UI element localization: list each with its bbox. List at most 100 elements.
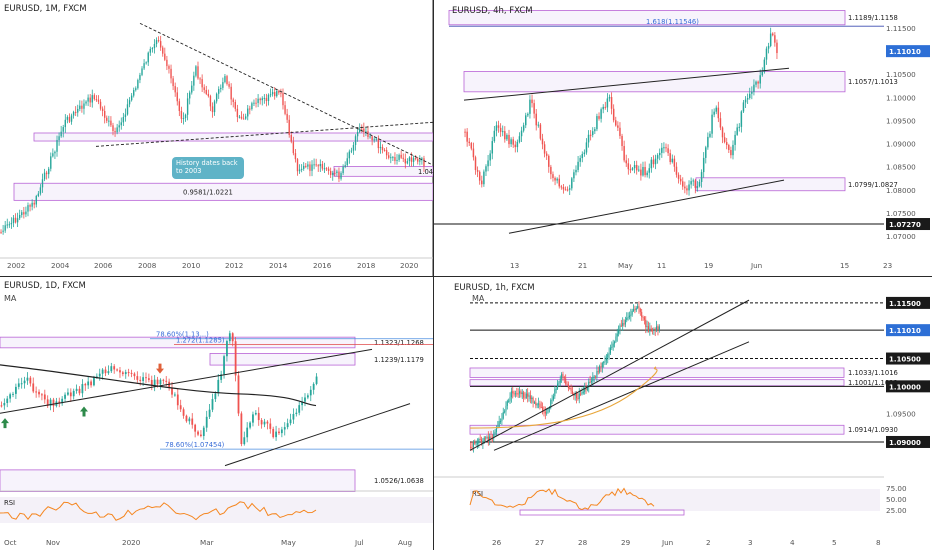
- candle: [504, 131, 506, 140]
- candle: [635, 308, 637, 311]
- candle: [545, 153, 548, 156]
- x-tick-label: May: [281, 538, 297, 547]
- candle: [171, 387, 173, 395]
- candle: [560, 186, 563, 188]
- chart-panel-1h[interactable]: 1.110001.105001.100001.095001.0900026272…: [434, 277, 932, 550]
- candle: [596, 371, 598, 378]
- candle: [260, 420, 263, 425]
- candle: [305, 165, 307, 167]
- candle: [723, 137, 726, 143]
- candle: [93, 95, 96, 100]
- candle: [556, 178, 558, 181]
- candle: [306, 395, 309, 398]
- candle: [581, 392, 583, 395]
- panel-title: EURUSD, 1h, FXCM: [454, 283, 535, 293]
- x-tick-label: Jul: [354, 538, 364, 547]
- candle: [776, 42, 778, 54]
- candle: [226, 76, 228, 85]
- candle: [509, 397, 511, 401]
- 4h-chart-svg[interactable]: 1321May1119Jun15231.115001.110001.105001…: [434, 0, 932, 276]
- candle: [510, 391, 512, 398]
- daily-chart-svg[interactable]: 1.150001.140001.130001.120001.110001.100…: [0, 277, 433, 550]
- candle: [554, 177, 556, 181]
- candle: [122, 117, 125, 123]
- candle: [508, 134, 510, 145]
- candle: [525, 393, 527, 398]
- candle: [627, 163, 630, 170]
- candle: [174, 86, 176, 93]
- candle: [49, 399, 52, 406]
- candle: [166, 59, 168, 67]
- candle: [242, 118, 245, 120]
- x-tick-label: 2012: [225, 261, 243, 270]
- candle: [334, 172, 336, 174]
- x-tick-label: 2016: [313, 261, 332, 270]
- candle: [688, 184, 690, 191]
- candle: [562, 187, 565, 190]
- candle: [713, 111, 715, 115]
- candle: [767, 45, 770, 49]
- candle: [35, 391, 38, 393]
- candle: [608, 353, 610, 355]
- candle: [513, 393, 515, 395]
- candle: [321, 164, 324, 169]
- monthly-chart-svg[interactable]: 1.600001.500001.400001.300001.200001.100…: [0, 0, 433, 276]
- price-tag-text: 1.10000: [889, 383, 921, 391]
- x-tick-label: 2014: [269, 261, 288, 270]
- candle: [195, 66, 197, 76]
- candle: [592, 376, 594, 382]
- trendline: [224, 403, 411, 467]
- candle: [157, 40, 160, 42]
- candle: [721, 127, 724, 138]
- candle: [43, 172, 46, 180]
- candle: [371, 136, 373, 141]
- x-tick-label: 5: [832, 538, 837, 547]
- candle: [300, 168, 303, 170]
- candle: [719, 118, 722, 128]
- candle: [340, 173, 342, 179]
- candle: [734, 134, 736, 145]
- candle: [128, 100, 131, 105]
- candle: [631, 168, 634, 170]
- candle: [358, 128, 361, 132]
- chart-panel-daily[interactable]: 1.150001.140001.130001.120001.110001.100…: [0, 277, 433, 550]
- candle: [472, 148, 475, 158]
- candle: [570, 388, 572, 392]
- x-tick-label: 2004: [51, 261, 70, 270]
- candle: [193, 75, 195, 86]
- candle: [141, 68, 143, 75]
- candle: [552, 396, 555, 400]
- candle: [564, 189, 567, 191]
- chart-panel-4h[interactable]: 1321May1119Jun15231.115001.110001.105001…: [434, 0, 932, 276]
- candle: [483, 437, 485, 443]
- candle: [504, 411, 506, 413]
- candle: [523, 392, 525, 398]
- trendline: [0, 348, 373, 414]
- candle: [240, 116, 243, 119]
- candle: [658, 152, 661, 156]
- x-tick-label: May: [618, 261, 634, 270]
- candle: [524, 397, 526, 399]
- panel-divider-vertical: [433, 0, 434, 550]
- candle: [569, 388, 571, 390]
- candle: [598, 116, 600, 119]
- candle: [738, 126, 741, 128]
- x-tick-label: 2006: [94, 261, 113, 270]
- candle: [591, 131, 594, 135]
- candle: [707, 136, 709, 148]
- candle: [663, 147, 665, 149]
- candle: [505, 405, 507, 412]
- 1h-chart-svg[interactable]: 1.110001.105001.100001.095001.0900026272…: [434, 277, 932, 550]
- candle: [149, 48, 152, 53]
- candle: [575, 393, 578, 399]
- candle: [715, 107, 717, 112]
- support-resistance-zone: [469, 379, 845, 387]
- candle: [502, 412, 504, 419]
- candle: [365, 131, 367, 133]
- candle: [369, 136, 371, 138]
- candle: [61, 398, 64, 404]
- candle: [162, 379, 165, 381]
- chart-panel-monthly[interactable]: 1.600001.500001.400001.300001.200001.100…: [0, 0, 433, 276]
- price-tag: [886, 435, 930, 448]
- candle: [103, 110, 106, 118]
